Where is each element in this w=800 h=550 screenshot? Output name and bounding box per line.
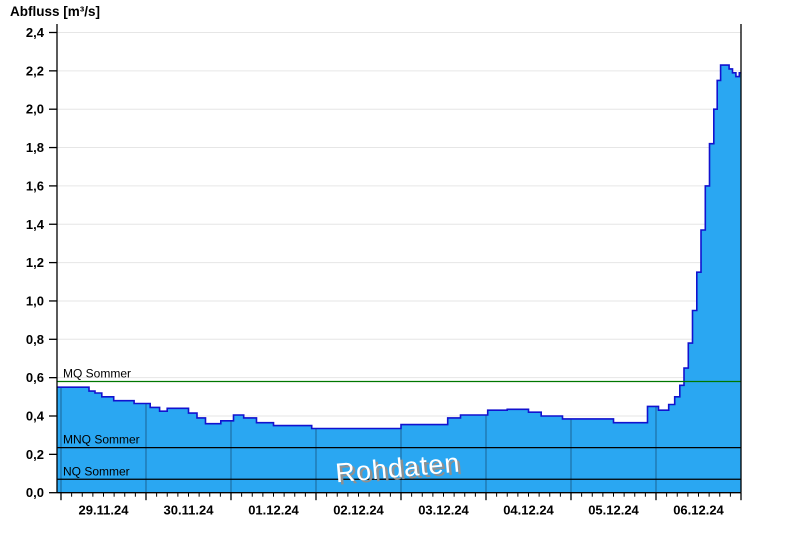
ref-line-mq-sommer: MQ Sommer (57, 366, 741, 383)
x-ticks (60, 492, 742, 501)
x-tick-label: 01.12.24 (248, 503, 299, 518)
y-tick-label: 1,0 (26, 293, 44, 308)
y-tick-label: 2,0 (26, 102, 44, 117)
ref-line-mnq-sommer: MNQ Sommer (57, 433, 741, 449)
y-gridlines (57, 32, 741, 455)
x-tick-label: 03.12.24 (418, 503, 469, 518)
x-tick-label: 02.12.24 (333, 503, 384, 518)
y-tick-label: 2,4 (26, 25, 45, 40)
x-tick-label: 06.12.24 (673, 503, 724, 518)
x-tick-label: 30.11.24 (164, 503, 215, 518)
x-tick-label: 05.12.24 (588, 503, 639, 518)
x-tick-label: 04.12.24 (503, 503, 554, 518)
axes (56, 24, 742, 494)
area-fill (57, 65, 741, 493)
y-tick-labels: 0,0 0,2 0,4 0,6 0,8 1,0 1,2 1,4 1,6 1,8 2,0 2,2 2,4 (26, 25, 57, 500)
y-tick-label: 0,6 (26, 370, 44, 385)
x-tick-labels: 29.11.24 30.11.24 01.12.24 02.12.24 03.12.24… (79, 503, 725, 518)
y-tick-label: 2,2 (26, 63, 44, 78)
y-tick-label: 1,4 (26, 217, 45, 232)
ref-line-label-mq-sommer: MQ Sommer (63, 366, 131, 380)
series-line (57, 64, 741, 430)
y-tick-label: 0,2 (26, 447, 44, 462)
y-tick-label: 1,6 (26, 178, 44, 193)
ref-line-label-nq-sommer: NQ Sommer (63, 464, 130, 478)
y-tick-label: 0,0 (26, 485, 44, 500)
y-tick-label: 0,8 (26, 332, 44, 347)
y-tick-label: 1,8 (26, 140, 44, 155)
ref-line-nq-sommer: NQ Sommer (57, 464, 741, 480)
y-tick-label: 0,4 (26, 409, 45, 424)
x-tick-label: 29.11.24 (79, 503, 130, 518)
y-tick-label: 1,2 (26, 255, 44, 270)
chart-title: Abfluss [m³/s] (10, 4, 101, 19)
ref-line-label-mnq-sommer: MNQ Sommer (63, 433, 140, 447)
